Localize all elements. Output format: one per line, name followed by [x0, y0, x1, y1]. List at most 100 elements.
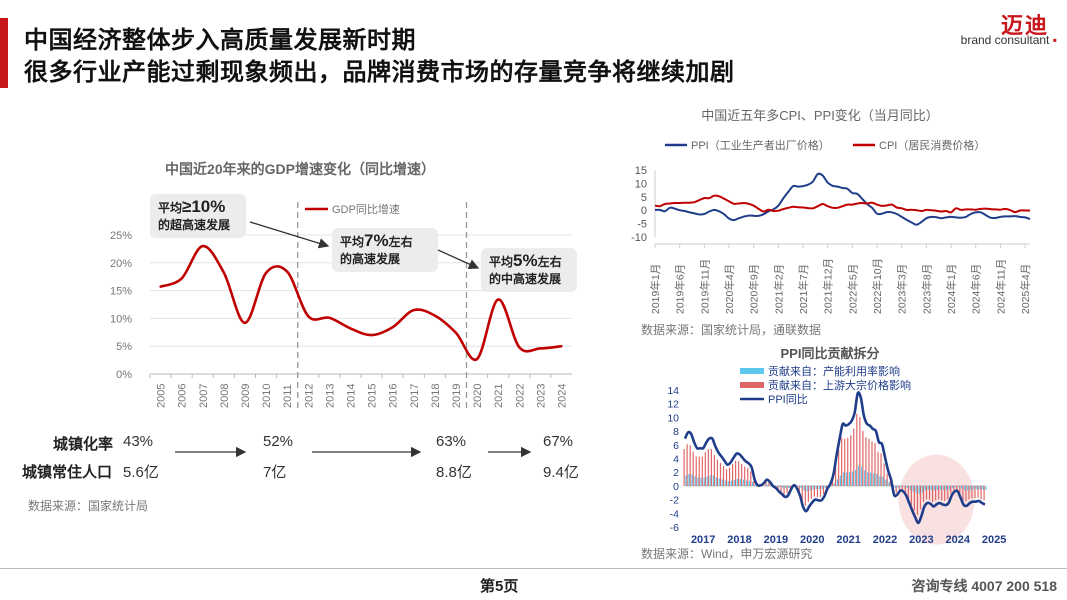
gdp-data-point — [328, 316, 331, 320]
cpi-legend-label: PPI（工业生产者出厂价格） — [691, 138, 830, 152]
gdp-xtick: 2016 — [388, 384, 400, 408]
cpi-xtick: 2022年10月 — [871, 258, 884, 314]
ppi-ytick: 0 — [673, 481, 679, 493]
page-number: 第5页 — [480, 578, 519, 595]
rate-2020: 63% — [436, 433, 467, 450]
cpi-legend-label: CPI（居民消费价格） — [879, 138, 985, 152]
gdp-xtick: 2017 — [409, 384, 421, 408]
ppi-ytick: 12 — [667, 399, 679, 411]
urbanization-arrows — [175, 446, 532, 458]
ppi-ytick: 6 — [673, 440, 679, 452]
cpi-xtick: 2021年2月 — [772, 264, 785, 314]
cpi-ytick: -10 — [631, 232, 647, 244]
gdp-xtick: 2012 — [303, 384, 315, 408]
gdp-xtick: 2015 — [367, 384, 379, 408]
gdp-data-point — [264, 271, 268, 275]
cpi-xtick: 2019年11月 — [698, 259, 711, 314]
gdp-xtick: 2010 — [261, 384, 273, 408]
ppi-xtick: 2021 — [836, 534, 860, 545]
ppi-ytick: 10 — [667, 412, 679, 424]
callout-super-high: 平均≥10% 的超高速发展 — [150, 194, 246, 238]
rate-2024: 67% — [543, 433, 574, 450]
ppi-source: 数据来源：Wind，申万宏源研究 — [641, 547, 813, 561]
gdp-xtick: 2018 — [430, 384, 442, 408]
cpi-xtick: 2020年9月 — [748, 264, 761, 314]
callout-arrow-2 — [437, 249, 480, 270]
cpi-xtick: 2024年1月 — [945, 264, 958, 314]
gdp-xtick: 2022 — [514, 384, 526, 408]
ppi-ytick: -4 — [670, 508, 679, 520]
cpi-ytick: 0 — [641, 205, 647, 217]
cpi-xtick: 2022年5月 — [846, 264, 859, 314]
callout-arrow-1 — [249, 221, 330, 249]
ppi-ytick: -2 — [670, 495, 679, 507]
ppi-xtick: 2024 — [945, 534, 970, 545]
ppi-legend-label: PPI同比 — [768, 393, 808, 406]
accent-bar — [0, 18, 8, 88]
gdp-data-point — [454, 331, 458, 335]
gdp-ytick: 25% — [110, 230, 132, 242]
cpi-xtick: 2025年4月 — [1019, 264, 1032, 314]
ppi-legend-label: 贡献来自：上游大宗价格影响 — [768, 378, 911, 392]
gdp-xtick: 2014 — [345, 384, 357, 408]
gdp-data-point — [433, 314, 437, 317]
urban-population-label: 城镇常住人口 — [22, 464, 113, 481]
ppi-yoy-line — [683, 391, 986, 525]
ppi-ytick: -6 — [670, 522, 679, 534]
hotline: 咨询专线 4007 200 518 — [911, 578, 1057, 594]
gdp-xtick: 2023 — [535, 384, 547, 408]
callout-high: 平均7%左右 的高速发展 — [332, 228, 438, 272]
ppi-ytick: 14 — [667, 385, 679, 397]
gdp-legend-label: GDP同比增速 — [332, 202, 400, 216]
page-title-line2: 很多行业产能过剩现象频出，品牌消费市场的存量竞争将继续加剧 — [24, 59, 735, 86]
brand-logo-cn: 迈迪 — [1000, 13, 1049, 38]
gdp-xtick: 2009 — [240, 384, 252, 408]
gdp-xtick: 2019 — [451, 384, 463, 408]
gdp-xtick: 2013 — [324, 384, 336, 408]
ppi-legend-swatch — [740, 382, 764, 388]
gdp-xtick: 2006 — [177, 384, 189, 408]
gdp-data-point — [201, 244, 204, 248]
ppi-xtick: 2025 — [982, 534, 1006, 545]
cpi-xtick: 2020年4月 — [723, 264, 736, 314]
page-title-line1: 中国经济整体步入高质量发展新时期 — [24, 27, 416, 54]
cpi-xtick: 2024年11月 — [994, 259, 1007, 314]
ppi-series-line — [654, 172, 1031, 226]
gdp-xtick: 2020 — [472, 384, 484, 408]
gdp-ytick: 0% — [116, 369, 132, 381]
cpi-xtick: 2021年7月 — [797, 264, 810, 314]
cpi-ppi-chart: 中国近五年多CPI、PPI变化（当月同比） PPI（工业生产者出厂价格） CPI（居… — [631, 108, 1032, 314]
cpi-xtick: 2024年6月 — [970, 264, 983, 314]
footer-divider — [0, 568, 1067, 569]
gdp-xtick: 2021 — [493, 384, 505, 408]
ppi-xtick: 2022 — [873, 534, 897, 545]
gdp-xtick: 2011 — [282, 384, 294, 408]
cpi-ytick: 10 — [635, 178, 647, 190]
ppi-xtick: 2023 — [909, 534, 933, 545]
ppi-ytick: 4 — [673, 454, 679, 466]
gdp-data-point — [391, 326, 394, 329]
cpi-chart-title: 中国近五年多CPI、PPI变化（当月同比） — [701, 108, 939, 123]
cpi-xtick: 2023年8月 — [920, 264, 933, 314]
ppi-ytick: 8 — [673, 426, 679, 438]
gdp-ytick: 10% — [110, 313, 132, 325]
cpi-xtick: 2019年1月 — [649, 264, 662, 314]
gdp-data-point — [243, 321, 247, 325]
gdp-xtick: 2024 — [556, 384, 568, 408]
cpi-xtick: 2021年12月 — [822, 258, 835, 314]
cpi-series-line — [654, 194, 1030, 214]
gdp-data-point — [518, 346, 521, 349]
pop-2020: 8.8亿 — [436, 464, 472, 481]
ppi-xtick: 2017 — [691, 534, 715, 545]
pop-2005: 5.6亿 — [123, 464, 159, 481]
gdp-data-point — [475, 357, 479, 361]
gdp-data-point — [307, 314, 310, 318]
ppi-legend-label: 贡献来自：产能利用率影响 — [768, 364, 900, 378]
ppi-xtick: 2019 — [764, 534, 788, 545]
cpi-ytick: 5 — [641, 192, 647, 204]
gdp-data-point — [285, 270, 289, 273]
pop-2024: 9.4亿 — [543, 464, 579, 481]
gdp-data-point — [370, 333, 373, 337]
cpi-xtick: 2023年3月 — [896, 264, 909, 314]
